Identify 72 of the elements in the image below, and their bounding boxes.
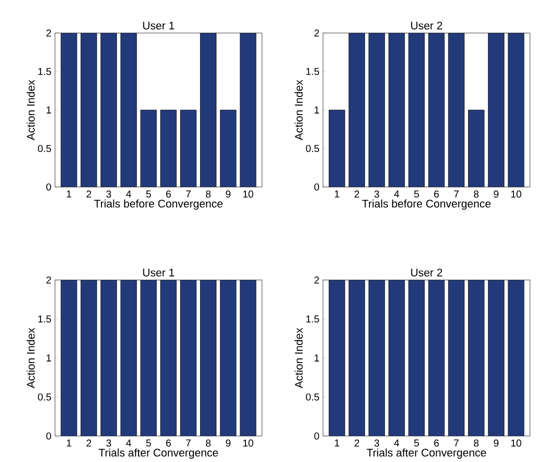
x-tick-label: 4 xyxy=(394,439,400,446)
x-axis-title: Trials before Convergence xyxy=(362,199,491,210)
x-tick-label: 3 xyxy=(106,440,112,447)
y-tick-label: 0 xyxy=(314,183,320,191)
x-tick-label: 4 xyxy=(394,190,400,198)
y-tick-label: 1 xyxy=(46,106,51,114)
x-tick-label: 10 xyxy=(243,440,254,447)
x-tick-label: 9 xyxy=(494,190,498,198)
y-axis-title: Action Index xyxy=(26,328,35,388)
y-tick-label: 0.5 xyxy=(306,393,320,401)
x-tick-label: 6 xyxy=(434,190,439,198)
y-tick-label: 1.5 xyxy=(306,315,320,322)
x-tick-label: 9 xyxy=(226,440,230,447)
x-tick-label: 1 xyxy=(66,190,72,198)
y-tick-label: 0 xyxy=(46,183,52,191)
y-tick-label: 1 xyxy=(46,354,51,362)
y-tick-label: 0.5 xyxy=(38,144,52,152)
x-tick-label: 3 xyxy=(374,190,380,198)
x-tick-label: 5 xyxy=(414,439,419,446)
y-tick-label: 1.5 xyxy=(38,315,52,322)
y-axis-title: Action Index xyxy=(294,328,303,388)
x-tick-label: 8 xyxy=(206,440,211,447)
y-tick-label: 0 xyxy=(46,432,52,440)
chart-title: User 2 xyxy=(411,268,442,276)
x-tick-label: 1 xyxy=(66,439,72,446)
y-tick-label: 2 xyxy=(46,29,51,36)
y-tick-label: 2 xyxy=(314,276,319,284)
y-axis-title: Action Index xyxy=(294,80,303,140)
y-tick-label: 2 xyxy=(46,276,51,284)
x-tick-label: 4 xyxy=(126,439,132,446)
x-tick-label: 10 xyxy=(511,190,522,198)
x-tick-label: 7 xyxy=(454,439,459,446)
x-tick-label: 5 xyxy=(414,190,419,198)
x-tick-label: 5 xyxy=(146,439,151,446)
y-tick-label: 1.5 xyxy=(38,68,52,75)
x-tick-label: 1 xyxy=(334,439,340,446)
x-axis-title: Trials after Convergence xyxy=(366,448,486,459)
x-tick-label: 2 xyxy=(354,190,360,198)
y-tick-label: 0.5 xyxy=(38,393,52,401)
x-tick-label: 2 xyxy=(354,440,360,446)
x-tick-label: 9 xyxy=(494,440,498,447)
y-tick-label: 2 xyxy=(314,29,319,36)
x-tick-label: 9 xyxy=(226,190,230,198)
x-tick-label: 4 xyxy=(126,190,132,198)
y-axis-title: Action Index xyxy=(26,80,35,140)
x-axis-title: Trials before Convergence xyxy=(94,199,223,210)
y-tick-label: 1.5 xyxy=(306,68,320,75)
chart-title: User 1 xyxy=(143,22,174,30)
x-tick-label: 8 xyxy=(474,190,479,198)
chart-title: User 1 xyxy=(143,268,174,276)
x-tick-label: 3 xyxy=(106,190,112,198)
x-axis-title: Trials after Convergence xyxy=(98,448,218,459)
x-tick-label: 6 xyxy=(166,190,171,198)
x-tick-label: 10 xyxy=(511,440,522,447)
x-tick-label: 8 xyxy=(206,190,211,198)
x-tick-label: 6 xyxy=(166,440,171,447)
x-tick-label: 7 xyxy=(454,190,459,198)
y-tick-label: 1 xyxy=(314,354,319,362)
y-tick-label: 0 xyxy=(314,432,320,440)
x-tick-label: 10 xyxy=(243,190,254,198)
x-tick-label: 3 xyxy=(374,440,380,447)
x-tick-label: 2 xyxy=(86,190,92,198)
x-tick-label: 1 xyxy=(334,190,340,198)
x-tick-label: 2 xyxy=(86,440,92,446)
x-tick-label: 8 xyxy=(474,440,479,447)
y-tick-label: 1 xyxy=(314,106,319,114)
x-tick-label: 7 xyxy=(186,190,191,198)
x-tick-label: 7 xyxy=(186,439,191,446)
y-tick-label: 0.5 xyxy=(306,144,320,152)
chart-title: User 2 xyxy=(411,22,442,30)
x-tick-label: 6 xyxy=(434,440,439,447)
x-tick-label: 5 xyxy=(146,190,151,198)
